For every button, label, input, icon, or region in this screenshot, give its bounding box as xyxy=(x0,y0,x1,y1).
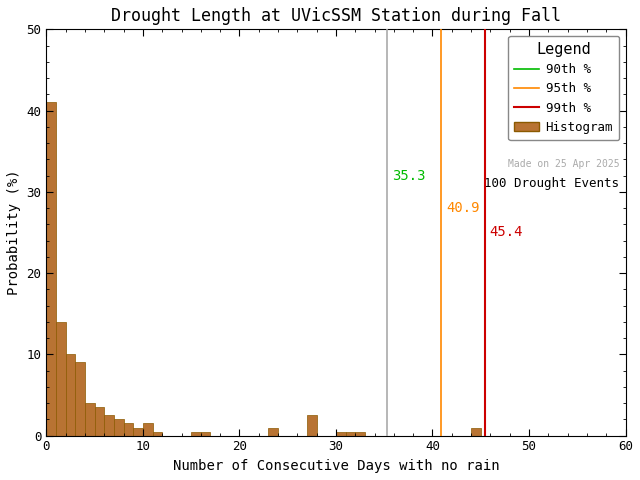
Title: Drought Length at UVicSSM Station during Fall: Drought Length at UVicSSM Station during… xyxy=(111,7,561,25)
Text: 35.3: 35.3 xyxy=(392,168,426,182)
Bar xyxy=(307,415,317,436)
Bar xyxy=(124,423,133,436)
Bar xyxy=(76,362,85,436)
Bar xyxy=(114,420,124,436)
Bar xyxy=(46,102,56,436)
Bar xyxy=(152,432,162,436)
Legend: 90th %, 95th %, 99th %, Histogram: 90th %, 95th %, 99th %, Histogram xyxy=(508,36,620,140)
Bar xyxy=(355,432,365,436)
Bar xyxy=(104,415,114,436)
Bar xyxy=(133,428,143,436)
Bar xyxy=(191,432,201,436)
Bar xyxy=(268,428,278,436)
Bar xyxy=(471,428,481,436)
Bar xyxy=(95,407,104,436)
Bar xyxy=(336,432,346,436)
Text: 100 Drought Events: 100 Drought Events xyxy=(484,177,619,190)
Bar xyxy=(66,354,76,436)
Bar xyxy=(143,423,152,436)
Bar xyxy=(201,432,211,436)
X-axis label: Number of Consecutive Days with no rain: Number of Consecutive Days with no rain xyxy=(173,459,499,473)
Bar xyxy=(85,403,95,436)
Text: 45.4: 45.4 xyxy=(490,226,523,240)
Bar xyxy=(346,432,355,436)
Bar xyxy=(56,322,66,436)
Text: 40.9: 40.9 xyxy=(446,201,479,215)
Text: Made on 25 Apr 2025: Made on 25 Apr 2025 xyxy=(508,159,620,169)
Y-axis label: Probability (%): Probability (%) xyxy=(7,169,21,295)
